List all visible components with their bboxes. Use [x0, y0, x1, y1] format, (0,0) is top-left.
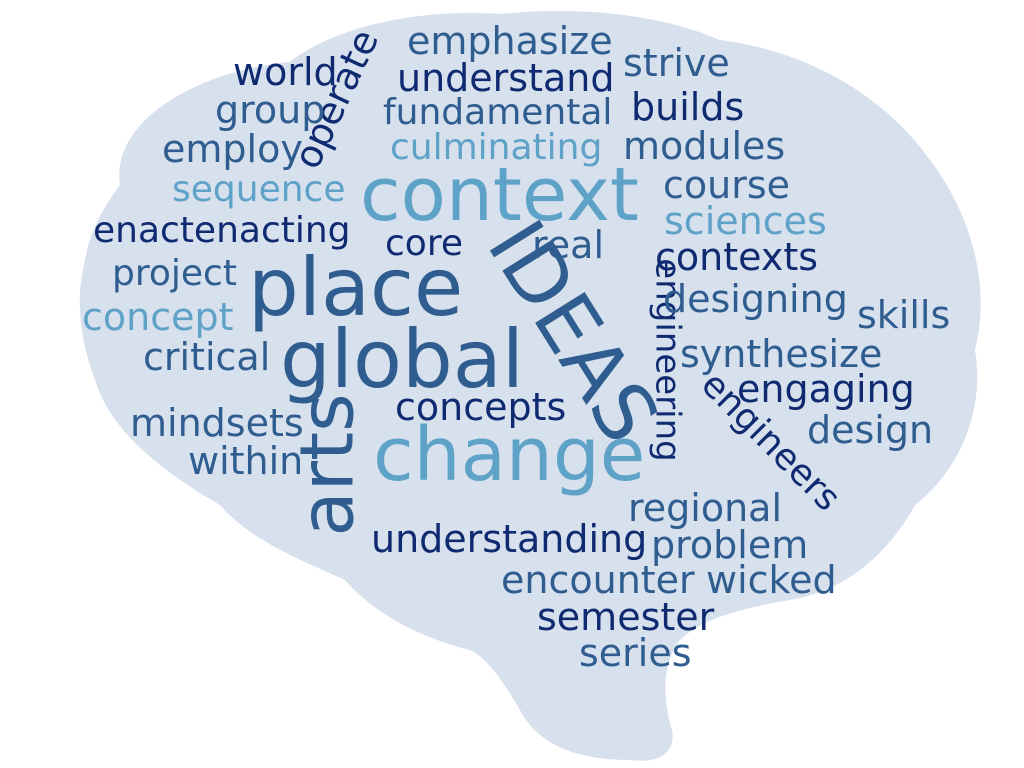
- word-problem: problem: [651, 523, 809, 567]
- word-critical: critical: [143, 335, 271, 379]
- word-group: group: [215, 88, 326, 132]
- word-within: within: [188, 439, 304, 483]
- word-place: place: [248, 241, 464, 334]
- word-contexts: contexts: [655, 235, 819, 279]
- word-fundamental: fundamental: [383, 92, 613, 133]
- word-change: change: [373, 412, 646, 498]
- word-concepts: concepts: [395, 385, 567, 429]
- word-encounter: encounter: [501, 558, 695, 602]
- word-emphasize: emphasize: [407, 19, 613, 63]
- word-course: course: [663, 163, 791, 207]
- word-semester: semester: [537, 595, 715, 639]
- word-skills: skills: [857, 293, 951, 337]
- brain-shape: [79, 11, 981, 761]
- word-concept: concept: [82, 295, 234, 339]
- word-project: project: [112, 253, 237, 294]
- word-world: world: [233, 50, 338, 94]
- word-real: real: [532, 223, 605, 267]
- word-regional: regional: [628, 486, 783, 530]
- word-global: global: [280, 313, 524, 406]
- word-sciences: sciences: [664, 199, 827, 243]
- word-synthesize: synthesize: [680, 332, 883, 376]
- word-understanding: understanding: [371, 517, 648, 561]
- word-builds: builds: [631, 85, 745, 129]
- word-sequence: sequence: [172, 169, 346, 210]
- word-modules: modules: [623, 124, 786, 168]
- word-strive: strive: [623, 41, 730, 85]
- word-design: design: [807, 408, 934, 452]
- word-understand: understand: [397, 56, 615, 100]
- word-wicked: wicked: [706, 558, 837, 602]
- word-engaging: engaging: [737, 367, 915, 411]
- word-designing: designing: [663, 277, 848, 321]
- word-employ: employ: [162, 127, 303, 171]
- word-enactenacting: enactenacting: [93, 210, 351, 251]
- word-culminating: culminating: [390, 127, 603, 168]
- word-series: series: [579, 631, 692, 675]
- word-mindsets: mindsets: [130, 401, 304, 445]
- word-core: core: [385, 223, 463, 264]
- word-context: context: [360, 152, 639, 238]
